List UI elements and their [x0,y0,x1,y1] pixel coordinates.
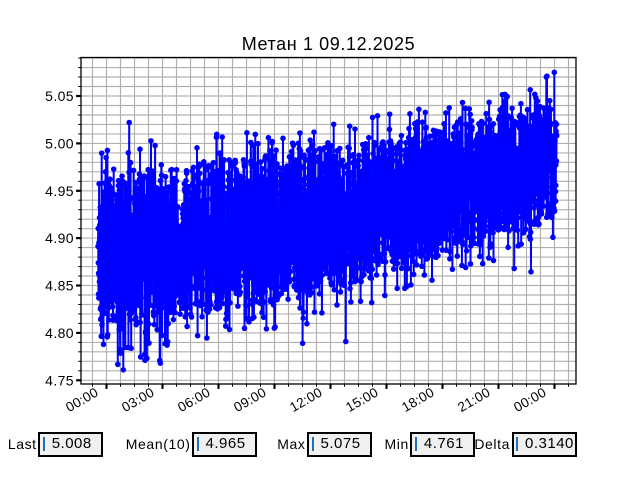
svg-text:4.75: 4.75 [45,372,74,388]
svg-text:4.95: 4.95 [45,183,74,199]
svg-text:4.80: 4.80 [45,325,74,341]
svg-text:5.05: 5.05 [45,88,74,104]
svg-text:Метан 1 09.12.2025: Метан 1 09.12.2025 [242,34,416,54]
svg-text:00:00: 00:00 [63,385,101,415]
svg-text:18:00: 18:00 [399,385,437,415]
svg-text:03:00: 03:00 [119,385,157,415]
svg-text:21:00: 21:00 [455,385,493,415]
svg-text:4.85: 4.85 [45,278,74,294]
svg-text:00:00: 00:00 [511,385,549,415]
svg-text:06:00: 06:00 [175,385,213,415]
svg-text:09:00: 09:00 [231,385,269,415]
svg-text:4.90: 4.90 [45,230,74,246]
svg-text:15:00: 15:00 [343,385,381,415]
svg-text:5.00: 5.00 [45,135,74,151]
svg-text:12:00: 12:00 [287,385,325,415]
